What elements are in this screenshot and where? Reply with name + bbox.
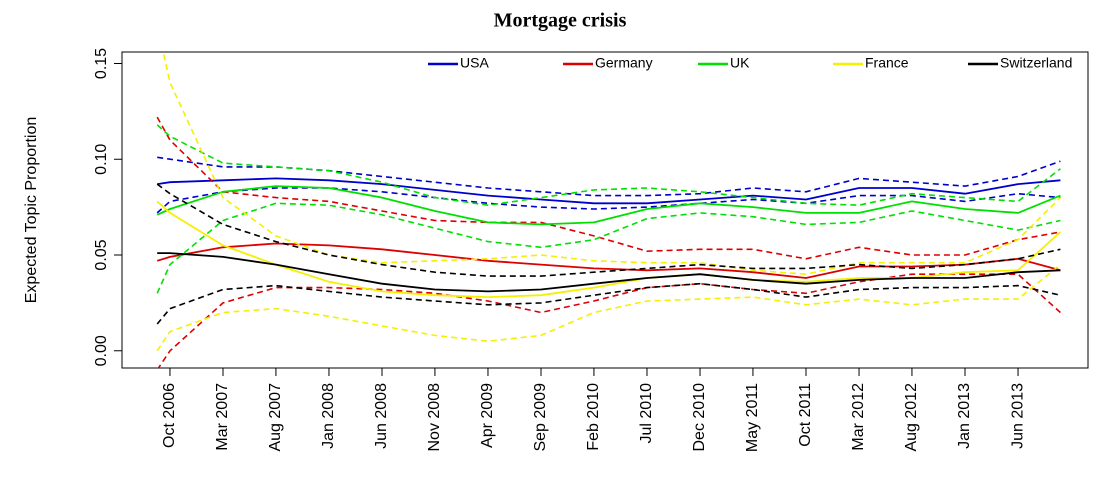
legend-label: Switzerland	[1000, 55, 1072, 71]
y-axis-label: Expected Topic Proportion	[23, 117, 40, 303]
legend-label: USA	[460, 55, 489, 71]
x-tick-label: May 2011	[744, 383, 761, 452]
plot-lines	[156, 52, 1062, 368]
x-tick-label: Oct 2006	[161, 383, 178, 448]
x-tick-label: Feb 2010	[585, 383, 602, 451]
x-tick-label: Oct 2011	[797, 383, 814, 447]
legend-label: Germany	[595, 55, 653, 71]
x-tick-label: Mar 2012	[850, 383, 867, 451]
upper-bound-line	[156, 183, 1061, 277]
lower-bound-line	[157, 273, 1061, 368]
x-tick-label: Nov 2008	[426, 383, 443, 452]
y-tick-label: 0.15	[93, 48, 110, 79]
upper-bound-line	[156, 116, 1061, 260]
x-tick-label: Jul 2010	[638, 383, 655, 444]
y-tick-label: 0.00	[93, 335, 110, 366]
x-tick-label: Aug 2007	[267, 383, 284, 452]
x-tick-label: Jan 2008	[320, 383, 337, 449]
lower-bound-line	[156, 202, 1061, 294]
upper-bound-line	[156, 124, 1061, 206]
chart-title: Mortgage crisis	[494, 10, 627, 32]
x-tick-label: Mar 2007	[214, 383, 231, 451]
x-tick-label: Jan 2013	[956, 383, 973, 449]
x-tick-label: Jun 2013	[1009, 383, 1026, 449]
y-tick-label: 0.05	[93, 239, 110, 270]
series-line	[157, 252, 1061, 293]
x-tick-label: Apr 2009	[479, 383, 496, 448]
legend-label: France	[865, 55, 909, 71]
y-tick-label: 0.10	[93, 144, 110, 175]
legend-label: UK	[730, 55, 750, 71]
series-line	[156, 242, 1061, 279]
x-tick-label: Aug 2012	[903, 383, 920, 452]
plot-frame	[121, 51, 1089, 369]
x-tick-label: Sep 2009	[532, 383, 549, 452]
lower-bound-line	[156, 187, 1061, 214]
upper-bound-line	[162, 52, 1061, 275]
series-line	[156, 185, 1061, 226]
x-tick-label: Jun 2008	[373, 383, 390, 449]
x-tick-label: Dec 2010	[691, 383, 708, 452]
lower-bound-line	[156, 263, 1061, 352]
series-line	[157, 177, 1061, 205]
